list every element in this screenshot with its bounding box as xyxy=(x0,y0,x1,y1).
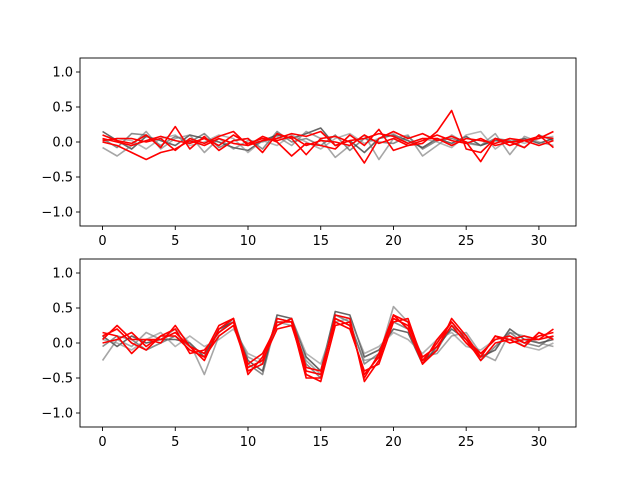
y-tick-label: −0.5 xyxy=(41,171,73,186)
x-tick-label: 20 xyxy=(385,234,402,249)
y-tick-label: −0.5 xyxy=(41,372,73,387)
x-tick-label: 15 xyxy=(312,234,329,249)
series-line-4 xyxy=(102,314,554,383)
x-tick-label: 5 xyxy=(171,234,179,249)
y-tick-label: 0.0 xyxy=(52,136,73,151)
x-tick-label: 15 xyxy=(312,435,329,450)
subplot-bottom: 0 5 10 15 20 25 30 −1.0 −0.5 0.0 0.5 1.0 xyxy=(41,258,577,450)
x-tick-label: 10 xyxy=(240,435,257,450)
x-tick-label: 25 xyxy=(458,234,475,249)
y-tick-label: 1.0 xyxy=(52,66,73,81)
series-line-7 xyxy=(102,130,554,152)
subplot-top: 0 5 10 15 20 25 30 −1.0 −0.5 0.0 0.5 1.0 xyxy=(41,57,577,249)
series-line-3 xyxy=(102,130,554,154)
series-group xyxy=(102,109,554,164)
x-tick-label: 20 xyxy=(385,435,402,450)
y-tick-label: −1.0 xyxy=(41,407,73,422)
x-tick-label: 30 xyxy=(531,435,548,450)
x-tick-label: 0 xyxy=(98,234,106,249)
series-line-4 xyxy=(102,109,554,154)
y-tick-label: 0.0 xyxy=(52,337,73,352)
y-tick-label: 1.0 xyxy=(52,267,73,282)
series-line-7 xyxy=(101,314,554,383)
y-tick-label: 0.5 xyxy=(52,302,73,317)
x-tick-label: 0 xyxy=(98,435,106,450)
x-tick-label: 10 xyxy=(240,234,257,249)
x-tick-label: 25 xyxy=(458,435,475,450)
series-group xyxy=(101,305,554,383)
x-tick-label: 30 xyxy=(531,234,548,249)
y-tick-label: −1.0 xyxy=(41,206,73,221)
x-tick-label: 5 xyxy=(171,435,179,450)
y-tick-label: 0.5 xyxy=(52,101,73,116)
